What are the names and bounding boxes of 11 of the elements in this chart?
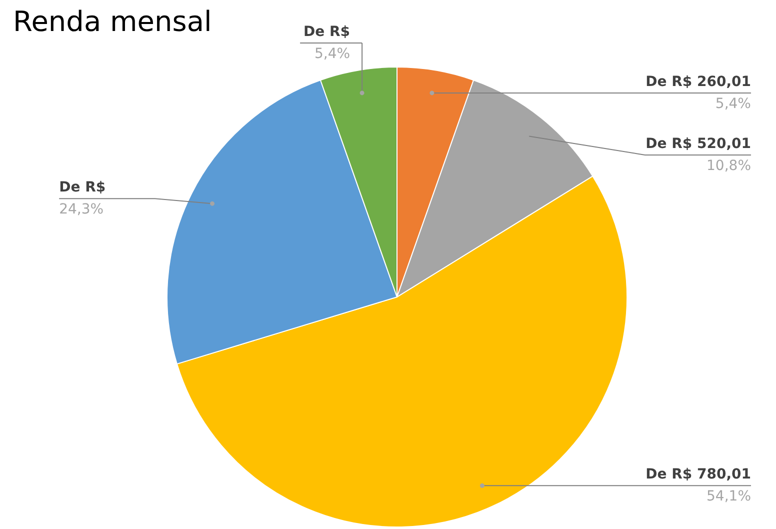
slice-label: De R$ 520,01 (646, 136, 751, 152)
slice-label: De R$ 780,01 (646, 466, 751, 483)
slice-label: De R$ (59, 180, 106, 196)
data-label: 5,4% (314, 46, 350, 62)
data-label: 24,3% (59, 202, 104, 218)
slice-label: De R$ 260,01 (646, 74, 751, 90)
slice-label: De R$ (304, 24, 350, 40)
data-label: 5,4% (715, 96, 751, 112)
data-label: 54,1% (706, 488, 751, 505)
data-label: 10,8% (706, 158, 751, 174)
chart-title: Renda mensal (13, 5, 212, 38)
